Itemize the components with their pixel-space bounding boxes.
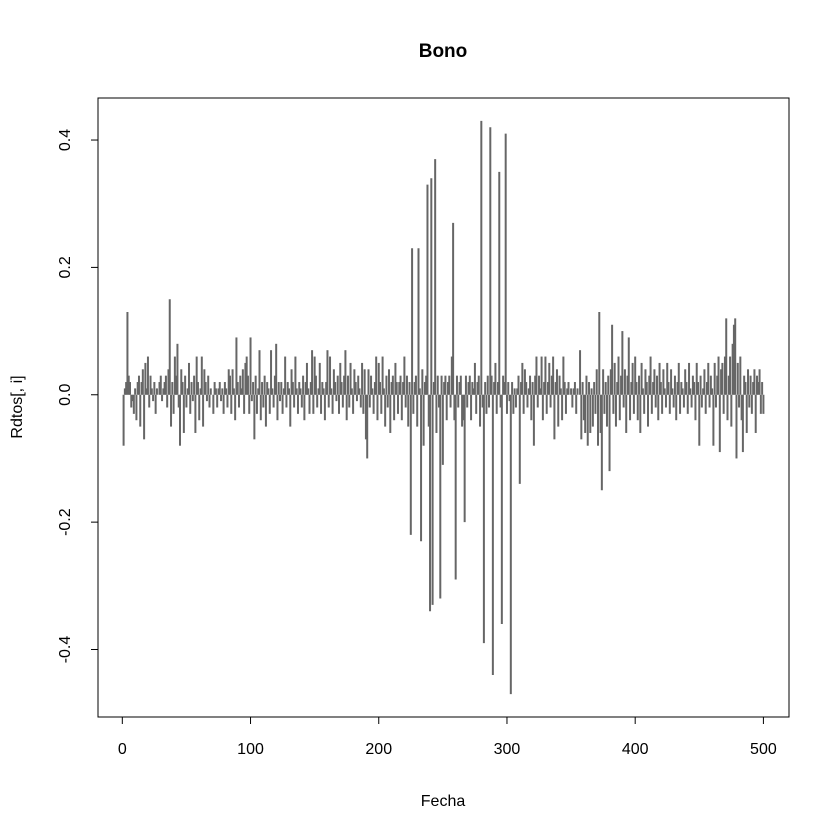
chart-title: Bono	[419, 41, 468, 62]
y-tick-label: 0.0	[57, 384, 74, 406]
x-axis-label: Fecha	[421, 793, 466, 810]
x-tick-label: 200	[365, 741, 392, 758]
y-tick-label: -0.4	[57, 636, 74, 664]
x-tick-label: 0	[118, 741, 127, 758]
y-tick-label: 0.4	[57, 129, 74, 151]
x-tick-label: 400	[622, 741, 649, 758]
x-tick-label: 300	[494, 741, 521, 758]
y-tick-label: -0.2	[57, 508, 74, 536]
x-tick-label: 100	[237, 741, 264, 758]
x-tick-label: 500	[750, 741, 777, 758]
y-axis-label: Rdtos[, i]	[9, 375, 26, 438]
y-tick-label: 0.2	[57, 256, 74, 278]
